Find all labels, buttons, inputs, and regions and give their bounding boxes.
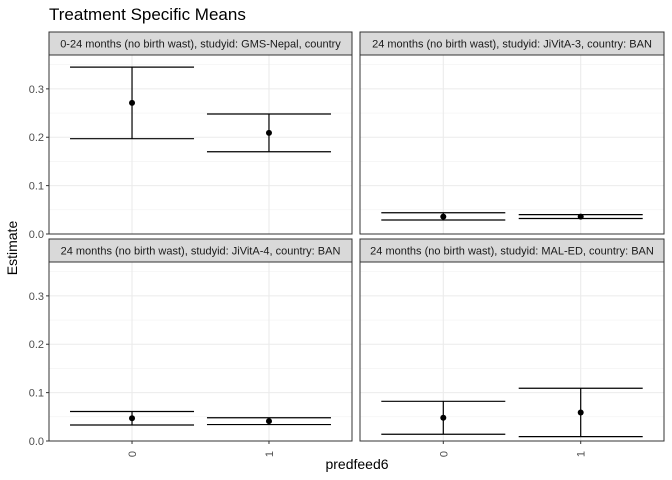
- point-estimate: [577, 213, 584, 220]
- panel-background: [49, 55, 352, 234]
- y-axis-title: Estimate: [4, 221, 20, 276]
- y-tick-label: 0.1: [29, 388, 44, 400]
- x-tick-label: 0: [127, 451, 139, 457]
- x-axis-title: predfeed6: [325, 456, 388, 472]
- chart-title: Treatment Specific Means: [49, 5, 246, 24]
- facet-panels: 0-24 months (no birth wast), studyid: GM…: [29, 31, 665, 457]
- panel-border: [359, 54, 665, 235]
- x-tick-label: 1: [576, 451, 588, 457]
- point-estimate: [129, 415, 136, 422]
- facet-strip-label: 24 months (no birth wast), studyid: JiVi…: [372, 39, 652, 51]
- facet-strip-label: 0-24 months (no birth wast), studyid: GM…: [60, 39, 341, 51]
- x-tick-label: 0: [438, 451, 450, 457]
- facet-strip-label: 24 months (no birth wast), studyid: JiVi…: [61, 246, 341, 258]
- facet-panel: 24 months (no birth wast), studyid: JiVi…: [29, 238, 353, 457]
- panel-border: [48, 261, 353, 442]
- y-tick-label: 0.3: [29, 84, 44, 96]
- y-tick-label: 0.0: [29, 229, 44, 241]
- facet-panel: 24 months (no birth wast), studyid: MAL-…: [359, 238, 665, 457]
- panel-background: [360, 262, 664, 441]
- panel-border: [48, 54, 353, 235]
- y-tick-label: 0.2: [29, 339, 44, 351]
- point-estimate: [265, 129, 272, 136]
- panel-background: [49, 262, 352, 441]
- facet-strip-label: 24 months (no birth wast), studyid: MAL-…: [370, 246, 654, 258]
- facet-panel: 0-24 months (no birth wast), studyid: GM…: [29, 31, 353, 241]
- point-estimate: [129, 99, 136, 106]
- y-tick-label: 0.1: [29, 181, 44, 193]
- point-estimate: [440, 414, 447, 421]
- point-estimate: [577, 409, 584, 416]
- x-tick-label: 1: [264, 451, 276, 457]
- y-tick-label: 0.3: [29, 291, 44, 303]
- y-tick-label: 0.2: [29, 132, 44, 144]
- y-tick-label: 0.0: [29, 436, 44, 448]
- point-estimate: [265, 418, 272, 425]
- panel-background: [360, 55, 664, 234]
- facet-panel: 24 months (no birth wast), studyid: JiVi…: [359, 31, 665, 235]
- panel-border: [359, 261, 665, 442]
- point-estimate: [440, 213, 447, 220]
